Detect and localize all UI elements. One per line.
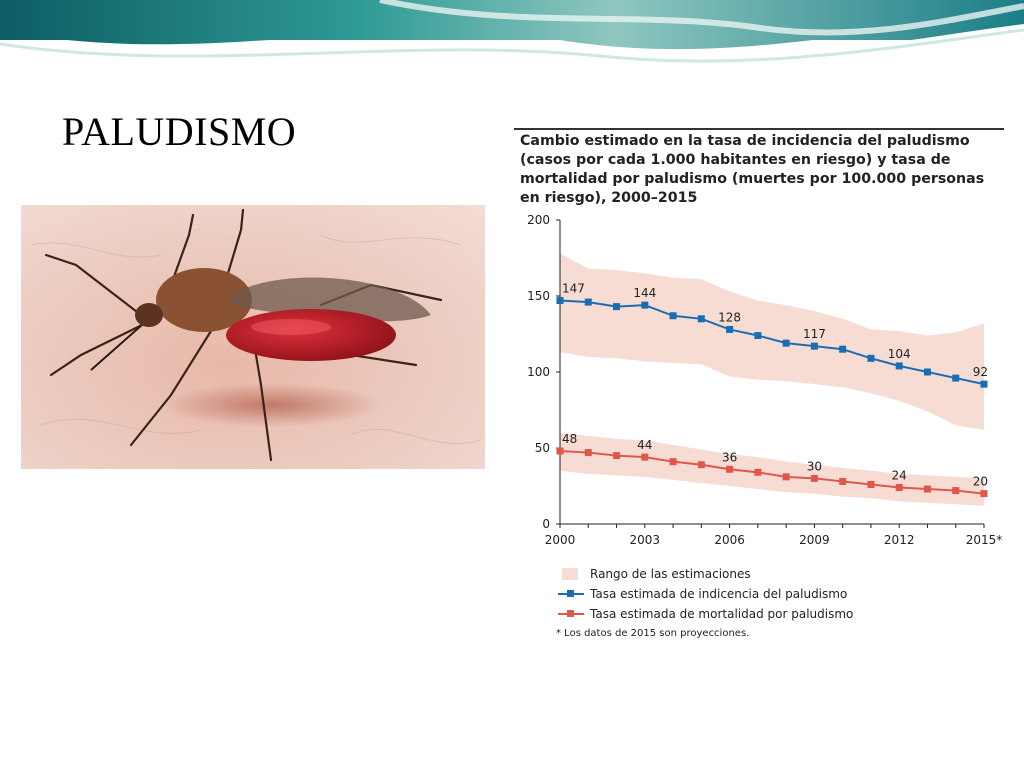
- data-point: [754, 468, 762, 476]
- data-point: [697, 315, 705, 323]
- data-label: 144: [633, 286, 656, 300]
- data-label: 30: [807, 459, 822, 473]
- y-tick-label: 0: [542, 517, 550, 531]
- data-point: [839, 345, 847, 353]
- data-point: [641, 301, 649, 309]
- data-point: [980, 490, 988, 498]
- mosquito-photo: [21, 205, 485, 469]
- data-point: [782, 473, 790, 481]
- data-point: [613, 303, 621, 311]
- malaria-chart: Cambio estimado en la tasa de incidencia…: [512, 124, 1008, 654]
- data-point: [697, 461, 705, 469]
- data-point: [556, 297, 564, 305]
- x-tick-label: 2006: [714, 533, 745, 547]
- x-tick-label: 2009: [799, 533, 830, 547]
- slide-title: PALUDISMO: [62, 109, 297, 154]
- x-tick-label: 2015*: [966, 533, 1003, 547]
- data-point: [952, 374, 960, 382]
- legend-item-mortality: Tasa estimada de mortalidad por paludism…: [558, 605, 854, 623]
- legend-swatch-incidence: [558, 589, 584, 599]
- data-point: [867, 354, 875, 362]
- x-tick-label: 2000: [545, 533, 576, 547]
- data-point: [923, 485, 931, 493]
- y-tick-label: 50: [535, 441, 550, 455]
- data-point: [726, 325, 734, 333]
- y-tick-label: 100: [527, 365, 550, 379]
- series-line-0: [559, 299, 985, 386]
- data-point: [669, 458, 677, 466]
- data-label: 147: [562, 282, 585, 296]
- legend-item-incidence: Tasa estimada de indicencia del paludism…: [558, 585, 848, 603]
- data-label: 104: [888, 347, 911, 361]
- data-point: [867, 480, 875, 488]
- data-point: [810, 474, 818, 482]
- data-point: [810, 342, 818, 350]
- data-label: 128: [718, 310, 741, 324]
- data-point: [754, 332, 762, 340]
- data-point: [895, 484, 903, 492]
- header-wave-banner: [0, 0, 1024, 80]
- data-point: [980, 380, 988, 388]
- data-point: [782, 339, 790, 347]
- range-band-0: [560, 253, 984, 430]
- data-label: 117: [803, 327, 826, 341]
- data-label: 20: [973, 475, 988, 489]
- y-tick-label: 200: [527, 213, 550, 227]
- data-point: [895, 362, 903, 370]
- legend-label-mortality: Tasa estimada de mortalidad por paludism…: [590, 607, 854, 621]
- data-label: 36: [722, 450, 737, 464]
- legend-swatch-mortality: [558, 609, 584, 619]
- data-point: [584, 298, 592, 306]
- legend-swatch-band: [562, 568, 578, 580]
- data-point: [669, 312, 677, 320]
- data-point: [726, 465, 734, 473]
- chart-footnote: * Los datos de 2015 son proyecciones.: [556, 628, 750, 639]
- data-point: [923, 368, 931, 376]
- legend-label-band: Rango de las estimaciones: [590, 567, 751, 581]
- legend-label-incidence: Tasa estimada de indicencia del paludism…: [590, 587, 848, 601]
- data-point: [839, 477, 847, 485]
- data-point: [584, 449, 592, 457]
- data-point: [613, 452, 621, 460]
- data-label: 24: [892, 469, 907, 483]
- range-band-1: [560, 432, 984, 506]
- series-line-1: [559, 450, 985, 495]
- chart-top-rule: [514, 128, 1004, 130]
- x-tick-label: 2003: [630, 533, 661, 547]
- data-point: [952, 487, 960, 495]
- legend-item-band: Rango de las estimaciones: [562, 565, 751, 583]
- y-tick-label: 150: [527, 289, 550, 303]
- data-label: 48: [562, 432, 577, 446]
- chart-title: Cambio estimado en la tasa de incidencia…: [520, 133, 985, 206]
- data-label: 92: [973, 365, 988, 379]
- data-label: 44: [637, 438, 652, 452]
- chart-plot: 0 50 100 150 200 2000 2003 2006 2009 2012 2015* 14…: [527, 213, 1003, 547]
- x-tick-label: 2012: [884, 533, 915, 547]
- data-point: [556, 447, 564, 455]
- data-point: [641, 453, 649, 461]
